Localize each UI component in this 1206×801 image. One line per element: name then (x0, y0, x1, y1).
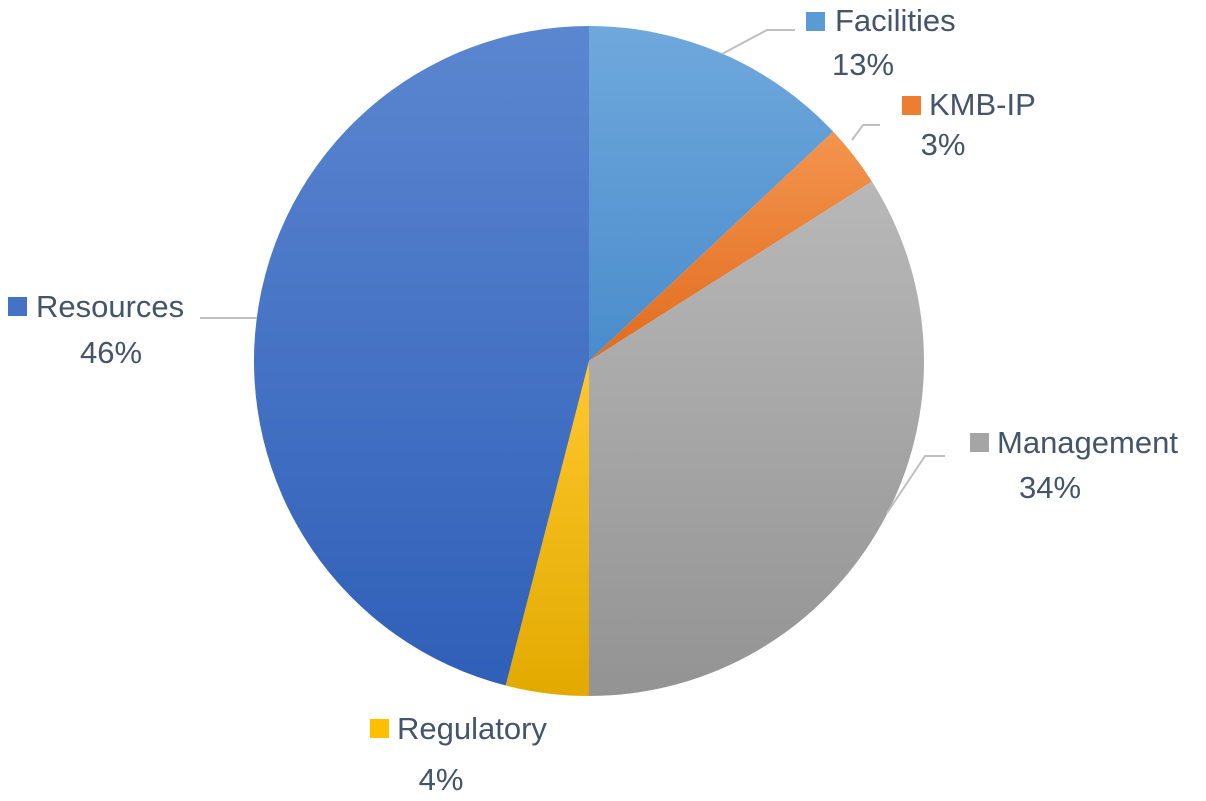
slice-label-management: Management (997, 425, 1178, 460)
slice-label-kmb-ip: KMB-IP (929, 87, 1036, 122)
legend-swatch-regulatory (370, 719, 389, 738)
pie-slice-facilities (589, 26, 834, 361)
legend-swatch-facilities (806, 12, 825, 31)
leader-line-facilities (721, 29, 795, 55)
slice-percent-management: 34% (1019, 470, 1081, 505)
pie-slice-management (589, 181, 924, 696)
slice-percent-resources: 46% (80, 335, 142, 370)
legend-swatch-kmb-ip (902, 96, 921, 115)
slice-label-regulatory: Regulatory (397, 711, 547, 746)
legend-swatch-management (970, 433, 989, 452)
pie-slice-regulatory (505, 361, 589, 696)
pie-slice-resources (253, 26, 589, 686)
legend-swatch-resources (8, 297, 27, 316)
slice-percent-facilities: 13% (832, 47, 894, 82)
slice-percent-regulatory: 4% (419, 762, 464, 796)
leader-line-management (886, 455, 945, 514)
slice-percent-kmb-ip: 3% (921, 127, 966, 162)
pie-slice-kmb-ip (589, 131, 872, 361)
pie-slices (253, 26, 924, 696)
data-labels: Facilities 13% KMB-IP 3% Management 34% Regula… (8, 3, 1178, 797)
leader-line-kmb-ip (851, 124, 880, 141)
slice-label-facilities: Facilities (835, 3, 956, 38)
leader-lines (200, 29, 945, 514)
slice-label-resources: Resources (36, 289, 184, 324)
